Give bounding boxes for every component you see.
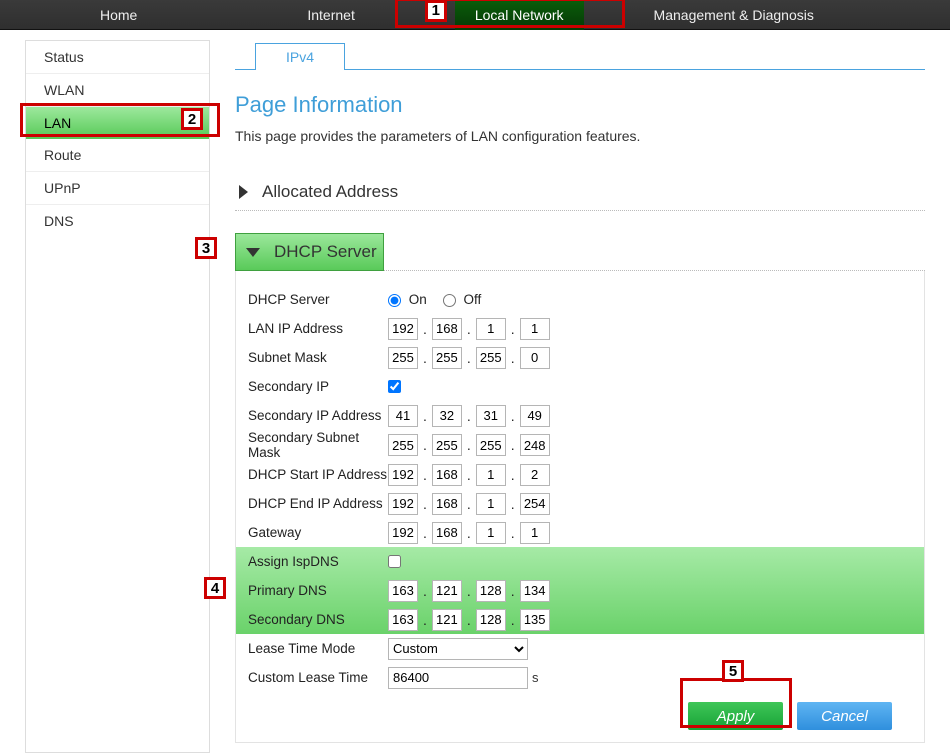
step-4: 4 (204, 577, 226, 599)
section-dhcp-title: DHCP Server (274, 242, 377, 262)
subnet-oct1[interactable] (388, 347, 418, 369)
tab-ipv4[interactable]: IPv4 (255, 43, 345, 70)
chevron-down-icon (246, 248, 260, 257)
gateway-oct4[interactable] (520, 522, 550, 544)
subnet-oct3[interactable] (476, 347, 506, 369)
label-primary-dns: Primary DNS (248, 583, 388, 598)
label-subnet: Subnet Mask (248, 350, 388, 365)
gateway-oct2[interactable] (432, 522, 462, 544)
label-secondary-subnet: Secondary Subnet Mask (248, 430, 388, 460)
radio-dhcp-on[interactable] (388, 294, 401, 307)
section-dhcp-header[interactable]: DHCP Server (235, 233, 384, 271)
label-secondary-ip-en: Secondary IP (248, 379, 388, 394)
dhcp-start-oct2[interactable] (432, 464, 462, 486)
lan-ip-oct1[interactable] (388, 318, 418, 340)
dhcp-end-oct2[interactable] (432, 493, 462, 515)
sec-subnet-oct1[interactable] (388, 434, 418, 456)
label-dhcp-server: DHCP Server (248, 292, 388, 307)
lan-ip-oct4[interactable] (520, 318, 550, 340)
radio-off-wrap[interactable]: Off (443, 292, 482, 307)
sec-ip-oct3[interactable] (476, 405, 506, 427)
nav-mgmt-diag[interactable]: Management & Diagnosis (634, 0, 834, 30)
dhcp-end-oct1[interactable] (388, 493, 418, 515)
sidebar-item-route[interactable]: Route (26, 139, 209, 172)
apply-button[interactable]: Apply (688, 702, 783, 730)
tab-row: IPv4 (235, 40, 925, 70)
sec-ip-oct1[interactable] (388, 405, 418, 427)
dhcp-start-oct4[interactable] (520, 464, 550, 486)
unit-seconds: s (532, 670, 539, 685)
sec-ip-oct4[interactable] (520, 405, 550, 427)
checkbox-secondary-ip[interactable] (388, 380, 401, 393)
radio-dhcp-off[interactable] (443, 294, 456, 307)
secondary-dns-oct1[interactable] (388, 609, 418, 631)
sidebar: Status WLAN 2 LAN Route UPnP DNS (25, 40, 210, 753)
primary-dns-oct2[interactable] (432, 580, 462, 602)
lan-ip-oct2[interactable] (432, 318, 462, 340)
secondary-dns-oct3[interactable] (476, 609, 506, 631)
sec-subnet-oct3[interactable] (476, 434, 506, 456)
page-desc: This page provides the parameters of LAN… (235, 128, 925, 144)
label-lan-ip: LAN IP Address (248, 321, 388, 336)
secondary-dns-oct2[interactable] (432, 609, 462, 631)
nav-internet[interactable]: Internet (287, 0, 374, 30)
sec-subnet-oct2[interactable] (432, 434, 462, 456)
secondary-dns-oct4[interactable] (520, 609, 550, 631)
sidebar-item-status[interactable]: Status (26, 41, 209, 74)
label-dhcp-start: DHCP Start IP Address (248, 467, 388, 482)
step-2: 2 (181, 108, 203, 130)
step-1: 1 (425, 0, 447, 22)
nav-local-network[interactable]: Local Network (455, 0, 584, 30)
sec-subnet-oct4[interactable] (520, 434, 550, 456)
select-lease-mode[interactable]: Custom (388, 638, 528, 660)
radio-on-wrap[interactable]: On (388, 292, 427, 307)
gateway-oct3[interactable] (476, 522, 506, 544)
checkbox-assign-ispdns[interactable] (388, 555, 401, 568)
nav-home[interactable]: Home (80, 0, 157, 30)
label-custom-lease: Custom Lease Time (248, 670, 388, 685)
section-allocated: Allocated Address (235, 174, 925, 211)
gateway-oct1[interactable] (388, 522, 418, 544)
label-secondary-dns: Secondary DNS (248, 612, 388, 627)
sidebar-item-upnp[interactable]: UPnP (26, 172, 209, 205)
primary-dns-oct4[interactable] (520, 580, 550, 602)
subnet-oct4[interactable] (520, 347, 550, 369)
input-custom-lease[interactable] (388, 667, 528, 689)
label-lease-mode: Lease Time Mode (248, 641, 388, 656)
label-secondary-ip: Secondary IP Address (248, 408, 388, 423)
label-gateway: Gateway (248, 525, 388, 540)
main-content: IPv4 Page Information This page provides… (210, 40, 950, 753)
cancel-button[interactable]: Cancel (797, 702, 892, 730)
dhcp-end-oct4[interactable] (520, 493, 550, 515)
top-nav: Home Internet 1 Local Network Management… (0, 0, 950, 30)
dhcp-form: DHCP Server On Off LAN IP Address . . . … (235, 271, 925, 743)
lan-ip-oct3[interactable] (476, 318, 506, 340)
section-allocated-header[interactable]: Allocated Address (235, 174, 925, 210)
subnet-oct2[interactable] (432, 347, 462, 369)
primary-dns-oct1[interactable] (388, 580, 418, 602)
label-dhcp-end: DHCP End IP Address (248, 496, 388, 511)
sidebar-item-wlan[interactable]: WLAN (26, 74, 209, 107)
label-assign-ispdns: Assign IspDNS (248, 554, 388, 569)
step-3: 3 (195, 237, 217, 259)
chevron-right-icon (239, 185, 248, 199)
page-title: Page Information (235, 92, 925, 118)
dhcp-start-oct3[interactable] (476, 464, 506, 486)
primary-dns-oct3[interactable] (476, 580, 506, 602)
dhcp-end-oct3[interactable] (476, 493, 506, 515)
step-5: 5 (722, 660, 744, 682)
dhcp-start-oct1[interactable] (388, 464, 418, 486)
sec-ip-oct2[interactable] (432, 405, 462, 427)
section-allocated-title: Allocated Address (262, 182, 398, 202)
sidebar-item-dns[interactable]: DNS (26, 205, 209, 237)
